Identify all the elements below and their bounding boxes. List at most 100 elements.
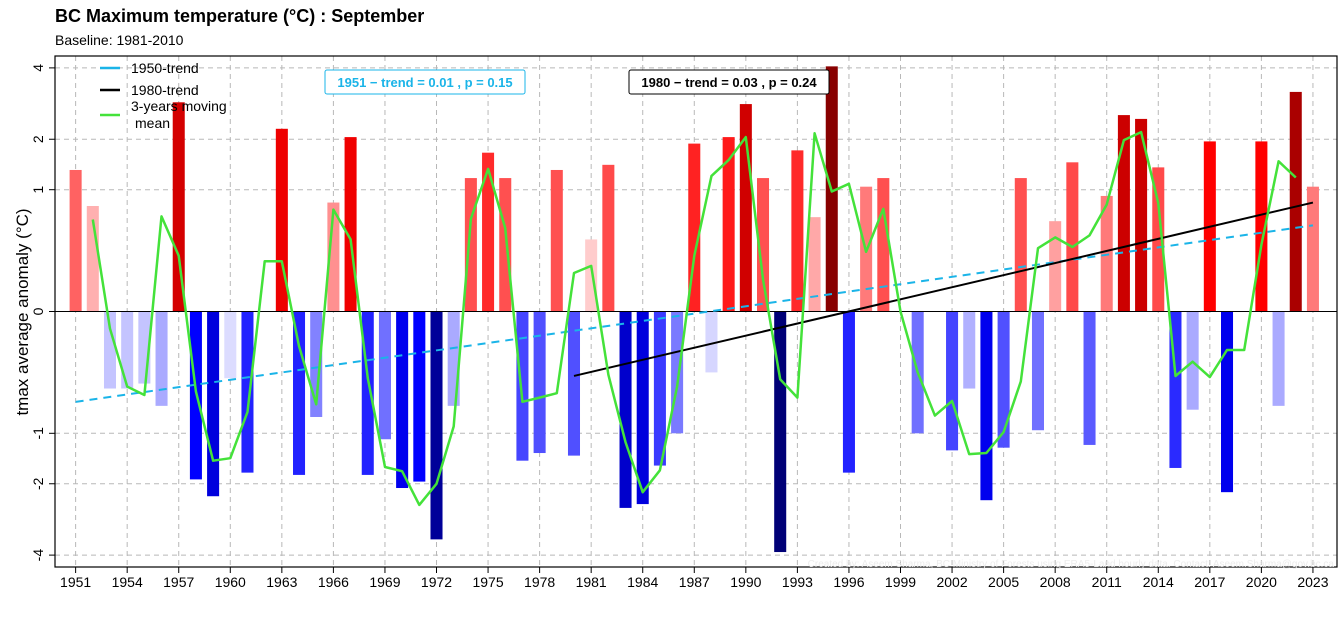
x-tick-label: 1957	[163, 574, 194, 590]
y-tick-label: 4	[30, 64, 46, 72]
x-tick-label: 1987	[679, 574, 710, 590]
y-tick-label: 0	[30, 307, 46, 315]
bar-1983	[619, 311, 632, 508]
bar-2023	[1306, 186, 1319, 312]
credit-text: Created by: Aseem Sharma, BC Ministry of…	[808, 559, 1335, 570]
bar-1984	[636, 311, 649, 505]
bar-1988	[705, 311, 718, 373]
bar-1996	[842, 311, 855, 473]
bar-1998	[877, 178, 890, 312]
bar-2012	[1117, 115, 1130, 312]
y-tick-label: 2	[30, 135, 46, 143]
x-tick-label: 1963	[266, 574, 297, 590]
bar-1994	[808, 217, 821, 312]
bar-2002	[946, 311, 959, 451]
bar-1959	[207, 311, 220, 497]
bar-1971	[413, 311, 426, 482]
legend-label-moving-mean-line2: mean	[135, 115, 170, 131]
bar-1981	[585, 239, 598, 312]
bar-2011	[1100, 195, 1113, 312]
bar-1970	[396, 311, 409, 489]
bar-2003	[963, 311, 976, 389]
bar-2010	[1083, 311, 1096, 445]
x-tick-label: 1996	[833, 574, 864, 590]
y-tick-label: -4	[30, 549, 46, 562]
y-axis-ticks: -4 -2 -1 0 1 2 4	[30, 64, 55, 562]
x-tick-label: 1990	[730, 574, 761, 590]
bar-2005	[997, 311, 1010, 448]
bar-1977	[516, 311, 529, 461]
bar-2008	[1049, 221, 1062, 312]
bar-1978	[533, 311, 546, 454]
x-tick-label: 1978	[524, 574, 555, 590]
x-tick-label: 1993	[782, 574, 813, 590]
bar-2007	[1031, 311, 1044, 431]
bar-1951	[69, 169, 82, 312]
x-tick-label: 1960	[215, 574, 246, 590]
legend-label-1950-trend: 1950-trend	[131, 60, 199, 76]
bar-2018	[1221, 311, 1234, 493]
chart-title: BC Maximum temperature (°C) : September	[55, 6, 425, 26]
legend-label-moving-mean: 3-years moving	[131, 98, 227, 114]
bar-1972	[430, 311, 443, 540]
bar-1960	[224, 311, 237, 379]
x-tick-label: 1954	[112, 574, 143, 590]
x-tick-label: 2005	[988, 574, 1019, 590]
y-tick-label: -1	[30, 427, 46, 440]
trend-1951-annotation: 1951 − trend = 0.01 , p = 0.15	[324, 69, 526, 95]
bar-1953	[103, 311, 117, 389]
bar-1957	[172, 102, 185, 312]
bar-1964	[293, 311, 306, 475]
x-tick-label: 1972	[421, 574, 452, 590]
bar-2009	[1066, 162, 1079, 312]
y-tick-label: -2	[30, 477, 46, 490]
x-tick-label: 2017	[1194, 574, 1225, 590]
bar-2004	[980, 311, 993, 501]
bars	[69, 66, 1319, 553]
trend-1980-annotation: 1980 − trend = 0.03 , p = 0.24	[628, 69, 830, 95]
bar-1973	[447, 311, 460, 406]
bar-2006	[1014, 178, 1027, 312]
bar-1980	[567, 311, 581, 456]
x-tick-label: 2020	[1246, 574, 1277, 590]
y-tick-label: 1	[30, 186, 46, 194]
x-tick-label: 1966	[318, 574, 349, 590]
x-tick-label: 1969	[369, 574, 400, 590]
series-lines	[75, 130, 1314, 507]
trend-1980-line	[573, 201, 1314, 377]
x-tick-label: 2014	[1143, 574, 1174, 590]
bar-1979	[550, 169, 563, 312]
x-tick-label: 1951	[60, 574, 91, 590]
bar-1990	[739, 104, 752, 312]
bar-1993	[791, 150, 804, 312]
bar-1985	[653, 311, 666, 466]
bar-1975	[482, 152, 495, 312]
legend: 1950-trend 1980-trend 3-years moving mea…	[100, 60, 227, 131]
bar-1992	[774, 311, 787, 553]
bar-1974	[464, 178, 477, 312]
plot-frame	[54, 55, 1338, 568]
bar-2013	[1135, 118, 1148, 312]
bar-1969	[378, 311, 391, 440]
bar-1963	[275, 128, 288, 312]
x-axis-ticks: 1951 1954 1957 1960 1963 1966 1969 1972 1975 1978…	[60, 567, 1329, 590]
x-tick-label: 1984	[627, 574, 658, 590]
legend-label-1980-trend: 1980-trend	[131, 82, 199, 98]
x-tick-label: 2008	[1040, 574, 1071, 590]
chart-subtitle: Baseline: 1981-2010	[55, 32, 184, 48]
x-tick-label: 1975	[472, 574, 503, 590]
trend-1951-label: 1951 − trend = 0.01 , p = 0.15	[337, 75, 512, 90]
trend-1980-label: 1980 − trend = 0.03 , p = 0.24	[641, 75, 817, 90]
bar-1954	[121, 311, 134, 389]
bar-1989	[722, 137, 735, 312]
bar-1982	[602, 164, 615, 312]
bar-1967	[344, 137, 357, 312]
y-axis-label: tmax average anomaly (°C)	[13, 208, 32, 415]
x-tick-label: 1999	[885, 574, 916, 590]
bar-1991	[757, 178, 770, 312]
moving-mean-line	[91, 130, 1297, 507]
x-tick-label: 2011	[1092, 574, 1122, 590]
trend-1950-line	[75, 224, 1314, 403]
x-tick-label: 1981	[576, 574, 607, 590]
